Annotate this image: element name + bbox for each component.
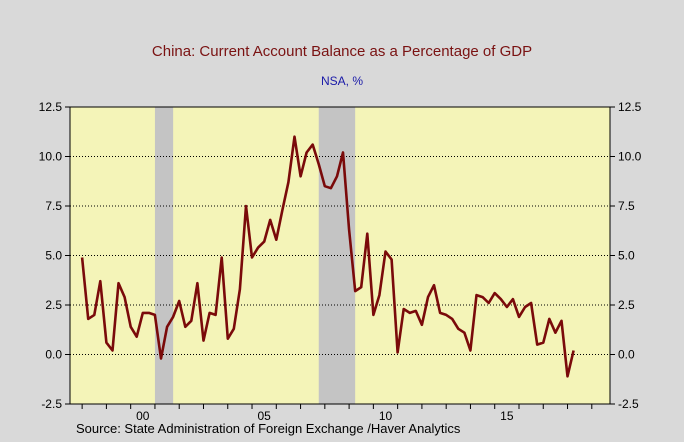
y-tick-label-left: 10.0: [39, 150, 63, 164]
y-tick-label-left: 5.0: [45, 249, 62, 263]
y-tick-label-left: 0.0: [45, 348, 62, 362]
x-tick-label: 00: [136, 409, 150, 423]
y-tick-label-right: 12.5: [618, 100, 642, 114]
y-tick-label-right: 10.0: [618, 150, 642, 164]
chart-source: Source: State Administration of Foreign …: [76, 421, 461, 436]
chart-title: China: Current Account Balance as a Perc…: [152, 43, 532, 60]
y-tick-label-left: 2.5: [45, 298, 62, 312]
x-tick-label: 05: [257, 409, 271, 423]
y-tick-label-right: 2.5: [618, 298, 635, 312]
y-tick-label-left: 12.5: [39, 100, 63, 114]
chart-subtitle: NSA, %: [321, 74, 363, 88]
y-tick-label-left: -2.5: [41, 397, 62, 411]
x-tick-label: 10: [379, 409, 393, 423]
recession-band: [154, 107, 174, 404]
x-tick-label: 15: [500, 409, 514, 423]
y-tick-label-right: 5.0: [618, 249, 635, 263]
y-tick-label-left: 7.5: [45, 199, 62, 213]
plot-area: -2.5 -2.5 0.0 0.0 2.5 2.5 5.0 5.0 7.5 7.5 10.0 10.0…: [39, 100, 642, 423]
y-tick-label-right: -2.5: [618, 397, 639, 411]
series-line: [80, 135, 575, 378]
y-tick-label-right: 7.5: [618, 199, 635, 213]
y-tick-label-right: 0.0: [618, 348, 635, 362]
